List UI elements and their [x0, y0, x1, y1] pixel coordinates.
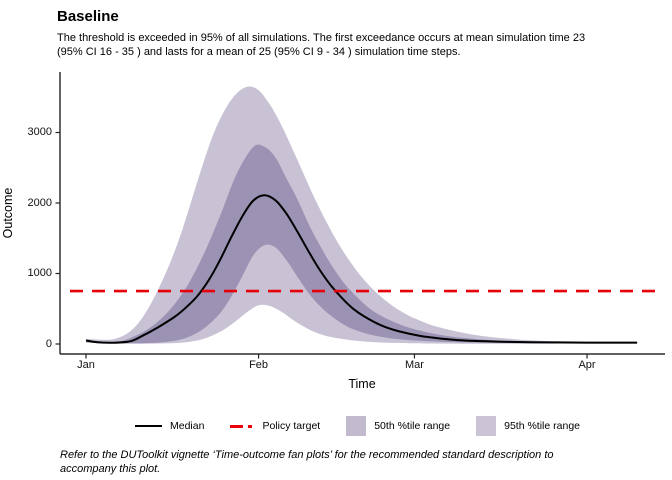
- caption-text: Refer to the DUToolkit vignette ‘Time-ou…: [60, 449, 660, 476]
- legend-item-95th-range: 95th %tile range: [476, 416, 580, 436]
- x-tick-label-feb: Feb: [249, 359, 269, 371]
- x-tick-label-apr: Apr: [578, 359, 596, 371]
- legend-item-policy-target: Policy target: [230, 420, 320, 432]
- y-axis-ticks: [55, 131, 60, 345]
- legend-label-95th-range: 95th %tile range: [504, 420, 580, 432]
- legend-item-50th-range: 50th %tile range: [346, 416, 450, 436]
- median-line-key-icon: [134, 425, 162, 427]
- caption-line-1: Refer to the DUToolkit vignette ‘Time-ou…: [60, 449, 554, 461]
- subtitle-line-2: (95% CI 16 - 35 ) and lasts for a mean o…: [57, 45, 461, 58]
- page-title: Baseline: [57, 8, 119, 25]
- y-tick-label-0: 0: [45, 337, 52, 350]
- y-tick-label-3000: 3000: [27, 126, 52, 138]
- x-axis-title: Time: [348, 377, 376, 391]
- x-tick-label-mar: Mar: [404, 359, 424, 371]
- chart-legend: Median Policy target 50th %tile range 95…: [50, 412, 665, 440]
- band-50-key-icon: [346, 416, 367, 436]
- y-axis: [55, 72, 61, 354]
- y-tick-label-2000: 2000: [27, 196, 52, 209]
- caption-line-2: accompany this plot.: [60, 462, 161, 475]
- x-axis: [60, 353, 665, 359]
- subtitle-line-1: The threshold is exceeded in 95% of all …: [57, 32, 586, 44]
- legend-item-median: Median: [134, 420, 205, 432]
- x-tick-label-jan: Jan: [77, 359, 95, 371]
- y-tick-label-1000: 1000: [27, 267, 52, 279]
- legend-label-50th-range: 50th %tile range: [374, 420, 451, 432]
- legend-label-policy-target: Policy target: [262, 420, 321, 432]
- dashed-line-key-icon: [230, 424, 254, 428]
- percentile-bands-layer: [86, 86, 638, 344]
- y-axis-title: Outcome: [1, 187, 15, 239]
- band-95-key-icon: [476, 416, 497, 436]
- band-50-area: [86, 144, 638, 344]
- chart-subtitle: The threshold is exceeded in 95% of all …: [57, 32, 657, 59]
- x-axis-ticks: [85, 354, 588, 359]
- median-line: [85, 194, 638, 344]
- legend-label-median: Median: [169, 420, 205, 432]
